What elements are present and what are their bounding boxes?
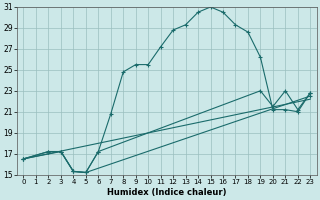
- X-axis label: Humidex (Indice chaleur): Humidex (Indice chaleur): [107, 188, 227, 197]
